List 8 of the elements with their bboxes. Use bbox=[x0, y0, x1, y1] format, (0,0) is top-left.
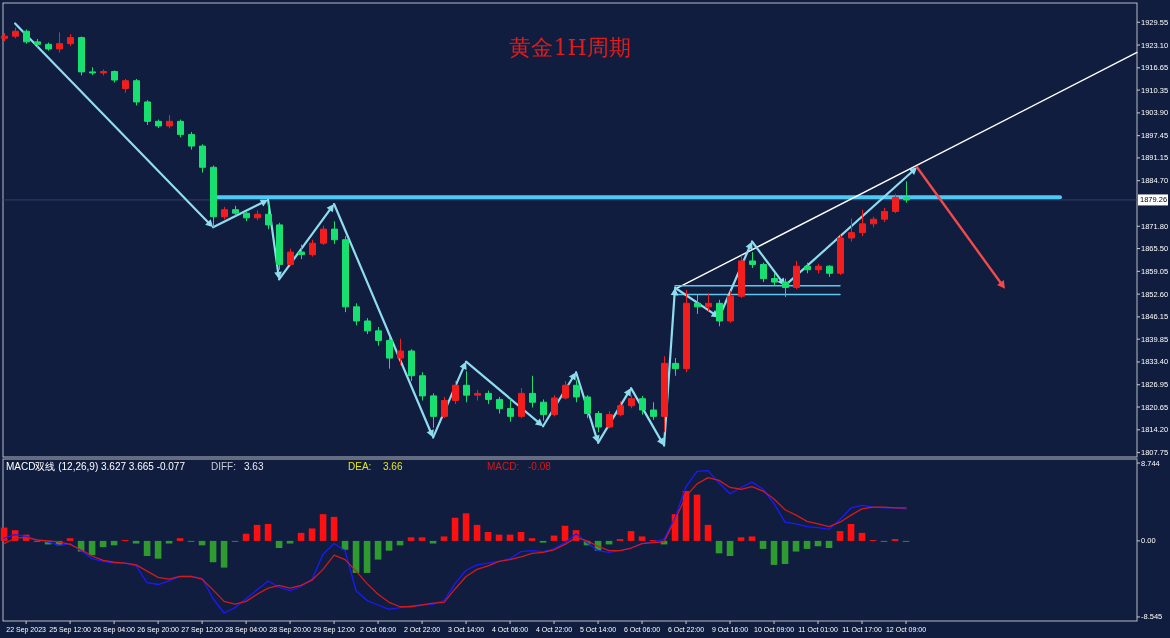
annotation: DEA: bbox=[348, 460, 372, 472]
annotation: DIFF: bbox=[211, 460, 236, 472]
text: 黄金1H周期 bbox=[509, 34, 631, 60]
annotation: -0.08 bbox=[528, 460, 552, 472]
annotation: 3.63 bbox=[244, 460, 264, 472]
annotation: MACD双线 (12,26,9) 3.627 3.665 -0.077 bbox=[6, 460, 186, 472]
annotation: MACD: bbox=[487, 460, 520, 472]
annotation: 3.66 bbox=[383, 460, 403, 472]
